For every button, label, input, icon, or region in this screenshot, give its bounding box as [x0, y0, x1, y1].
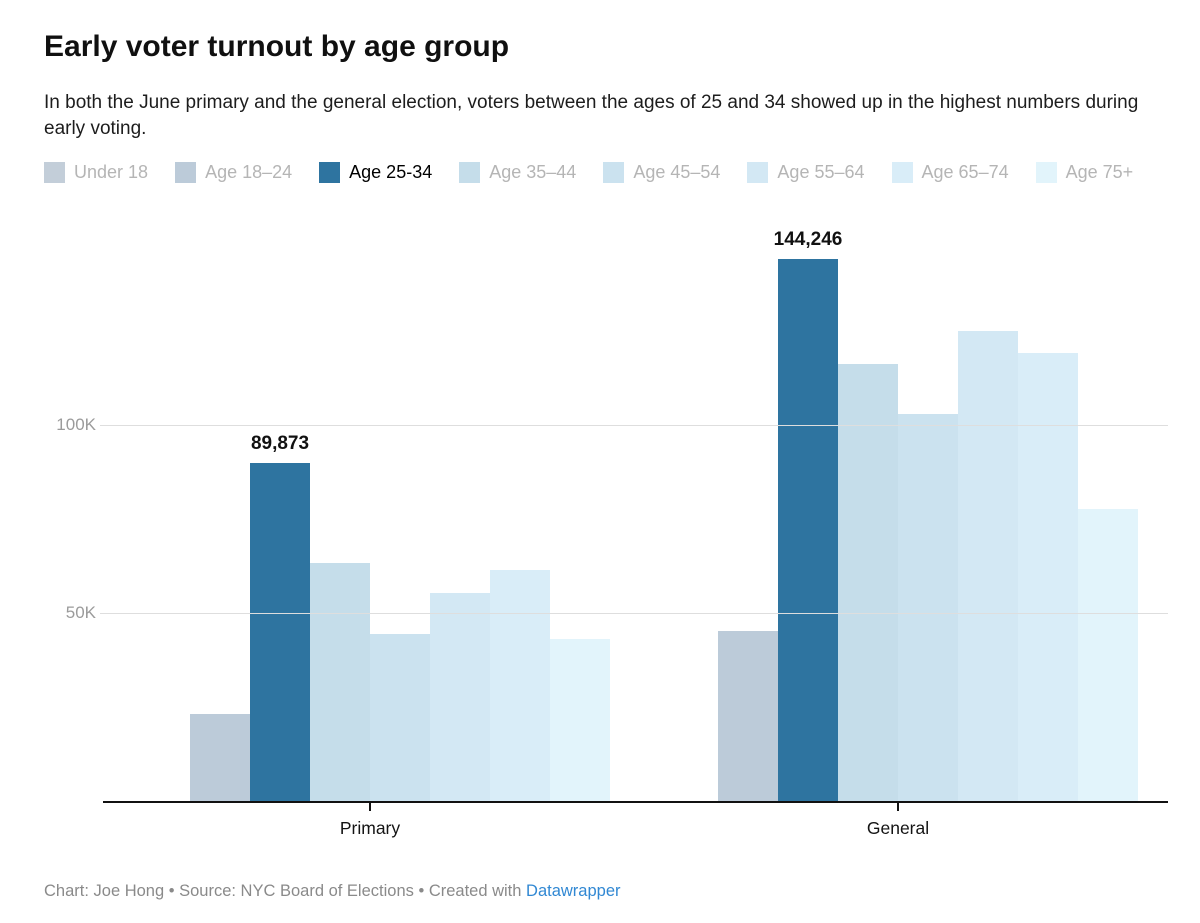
- legend-item-label: Age 55–64: [777, 162, 865, 182]
- x-axis-tick-general: [897, 803, 899, 811]
- chart-title: Early voter turnout by age group: [44, 30, 510, 63]
- legend-item-age-75[interactable]: Age 75+: [1035, 162, 1134, 183]
- gridline-50k: [100, 613, 1168, 614]
- bar-primary-age-35-44[interactable]: [310, 563, 370, 801]
- bar-general-age-65-74[interactable]: [1018, 353, 1078, 801]
- bar-primary-age-65-74[interactable]: [490, 569, 550, 801]
- y-axis-label-50k: 50K: [65, 603, 96, 622]
- legend-item-label: Age 75+: [1065, 162, 1134, 182]
- legend-item-label: Age 25-34: [349, 162, 433, 182]
- legend-swatch-icon: [1035, 162, 1057, 183]
- legend-swatch-icon: [891, 162, 913, 183]
- bar-general-age-75[interactable]: [1078, 508, 1138, 801]
- value-label-general-age-25-34: 144,246: [773, 228, 843, 250]
- legend-item-age-18-24[interactable]: Age 18–24: [175, 162, 292, 183]
- chart-description: In both the June primary and the general…: [44, 92, 1139, 140]
- value-label-primary-age-25-34: 89,873: [250, 433, 310, 455]
- datawrapper-link[interactable]: Datawrapper: [526, 882, 621, 900]
- bar-primary-age-45-54[interactable]: [370, 634, 430, 801]
- legend-swatch-icon: [459, 162, 481, 183]
- x-axis-label-general: General: [866, 818, 930, 838]
- x-axis-line: [103, 801, 1168, 803]
- x-axis-label-primary: Primary: [339, 818, 401, 838]
- bar-primary-age-75[interactable]: [550, 639, 610, 801]
- legend-item-age-45-54[interactable]: Age 45–54: [603, 162, 720, 183]
- bar-general-age-45-54[interactable]: [898, 414, 958, 801]
- legend-item-label: Under 18: [74, 162, 149, 182]
- legend-item-label: Age 45–54: [633, 162, 721, 182]
- bar-primary-age-18-24[interactable]: [190, 714, 250, 801]
- legend: Under 18 Age 18–24 Age 25-34 Age 35–44 Age 4…: [44, 162, 1164, 183]
- footer-credit-text: Chart: Joe Hong • Source: NYC Board of E…: [44, 882, 527, 900]
- legend-swatch-icon: [44, 162, 65, 183]
- bar-general-age-35-44[interactable]: [838, 364, 898, 801]
- legend-item-age-55-64[interactable]: Age 55–64: [747, 162, 865, 183]
- y-axis-label-100k: 100K: [56, 415, 96, 434]
- x-axis-tick-primary: [369, 803, 371, 811]
- legend-item-label: Age 35–44: [489, 162, 577, 182]
- bar-general-age-25-34[interactable]: [778, 258, 838, 801]
- legend-item-label: Age 18–24: [205, 162, 293, 182]
- bar-general-age-55-64[interactable]: [958, 331, 1018, 801]
- footer-credit: Chart: Joe Hong • Source: NYC Board of E…: [44, 882, 621, 901]
- gridline-100k: [100, 425, 1168, 426]
- legend-swatch-icon: [319, 162, 341, 183]
- legend-swatch-icon: [175, 162, 197, 183]
- legend-swatch-icon: [603, 162, 625, 183]
- bar-general-age-18-24[interactable]: [718, 631, 778, 801]
- bar-primary-age-25-34[interactable]: [250, 463, 310, 801]
- legend-item-age-25-34[interactable]: Age 25-34: [319, 162, 432, 183]
- legend-swatch-icon: [747, 162, 769, 183]
- legend-item-under-18[interactable]: Under 18: [44, 162, 148, 183]
- legend-item-label: Age 65–74: [921, 162, 1009, 182]
- bar-primary-age-55-64[interactable]: [430, 592, 490, 801]
- legend-item-age-35-44[interactable]: Age 35–44: [459, 162, 576, 183]
- legend-item-age-65-74[interactable]: Age 65–74: [891, 162, 1009, 183]
